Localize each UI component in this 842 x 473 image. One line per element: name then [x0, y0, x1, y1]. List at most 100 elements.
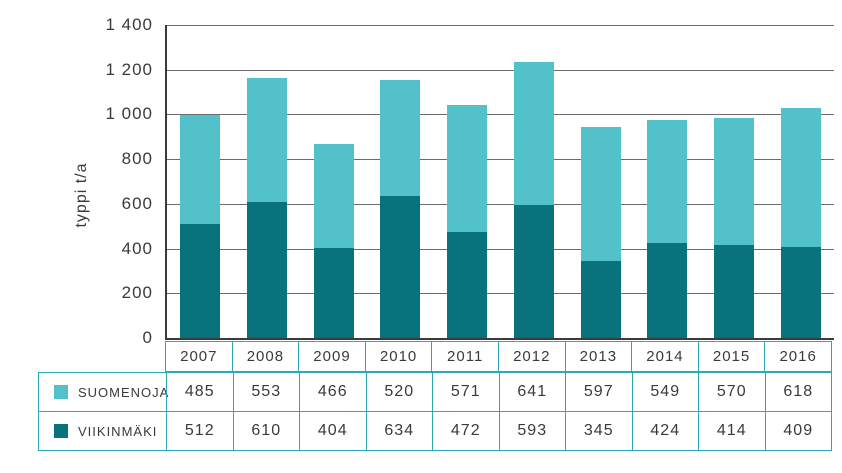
- bar-segment-suomenoja: [647, 120, 688, 244]
- bar-segment-viikinmaki: [380, 196, 421, 338]
- bar-segment-suomenoja: [713, 118, 754, 246]
- bar-column-2015: [701, 25, 768, 338]
- bar-segment-viikinmaki: [447, 232, 488, 338]
- legend-cell-suomenoja: SUOMENOJA: [39, 373, 170, 411]
- bar-column-2009: [300, 25, 367, 338]
- y-tick-label: 200: [121, 283, 153, 303]
- bar-stack: [647, 120, 688, 338]
- bar-segment-suomenoja: [780, 108, 821, 247]
- bar-segment-viikinmaki: [780, 246, 821, 338]
- bar-stack: [180, 115, 221, 338]
- gridline: [167, 203, 834, 205]
- table-cell: 520: [365, 373, 433, 411]
- bar-column-2011: [434, 25, 501, 338]
- bar-segment-viikinmaki: [313, 247, 354, 338]
- year-cell: 2008: [231, 342, 299, 371]
- table-cell: 414: [698, 412, 765, 450]
- bar-segment-suomenoja: [447, 104, 488, 233]
- table-cell: 409: [764, 412, 832, 450]
- y-tick-label: 800: [121, 149, 153, 169]
- bar-segment-suomenoja: [513, 62, 554, 206]
- table-cell: 404: [299, 412, 366, 450]
- bar-segment-viikinmaki: [647, 243, 688, 338]
- y-axis-tick-labels: 0 200 400 600 800 1 000 1 200 1 400: [0, 15, 153, 347]
- year-cell: 2007: [180, 348, 218, 365]
- series-label-suomenoja: SUOMENOJA: [78, 384, 170, 400]
- suomenoja-swatch-icon: [54, 385, 68, 399]
- year-cell: 2015: [697, 342, 765, 371]
- table-cell: 610: [232, 412, 300, 450]
- x-axis-year-row: 2007 2008 2009 2010 2011 2012 2013 2014 2015 2016: [165, 341, 832, 372]
- gridline: [167, 114, 834, 116]
- table-cell: 472: [432, 412, 499, 450]
- bar-segment-viikinmaki: [247, 201, 288, 338]
- year-cell: 2013: [564, 342, 632, 371]
- bar-stack: [780, 108, 821, 338]
- table-cell: 553: [232, 373, 300, 411]
- bar-stack: [247, 78, 288, 338]
- bar-stack: [713, 118, 754, 338]
- bar-column-2008: [234, 25, 301, 338]
- y-tick-label: 1 000: [105, 104, 153, 124]
- table-cell: 593: [498, 412, 566, 450]
- bars-layer: [167, 25, 834, 338]
- y-tick-label: 600: [121, 193, 153, 213]
- bar-stack: [380, 80, 421, 338]
- bar-segment-suomenoja: [580, 127, 621, 261]
- legend-cell-viikinmaki: VIIKINMÄKI: [39, 412, 166, 450]
- year-cell: 2014: [631, 342, 698, 371]
- table-row-viikinmaki: VIIKINMÄKI 512 610 404 634 472 593 345 424 414 40…: [39, 411, 831, 450]
- bar-column-2014: [634, 25, 701, 338]
- gridline: [167, 248, 834, 250]
- year-cell: 2016: [764, 342, 831, 371]
- table-cell: 571: [432, 373, 499, 411]
- series-label-viikinmaki: VIIKINMÄKI: [78, 423, 158, 439]
- table-cell: 618: [764, 373, 832, 411]
- plot-area: [165, 25, 834, 340]
- bar-segment-viikinmaki: [513, 205, 554, 338]
- bar-column-2016: [767, 25, 834, 338]
- bar-segment-viikinmaki: [180, 223, 221, 338]
- bar-column-2013: [567, 25, 634, 338]
- bar-stack: [447, 104, 488, 338]
- bar-column-2012: [501, 25, 568, 338]
- table-cell: 512: [166, 412, 233, 450]
- y-tick-label: 1 400: [105, 15, 153, 34]
- bar-column-2007: [167, 25, 234, 338]
- bar-segment-suomenoja: [247, 78, 288, 202]
- gridline: [167, 293, 834, 295]
- table-cell: 570: [698, 373, 765, 411]
- table-cell: 549: [631, 373, 699, 411]
- table-cell: 641: [498, 373, 566, 411]
- year-cell: 2009: [298, 342, 365, 371]
- table-cell: 424: [631, 412, 699, 450]
- year-cell: 2010: [364, 342, 432, 371]
- table-cell: 634: [365, 412, 433, 450]
- bar-segment-viikinmaki: [580, 260, 621, 338]
- bar-segment-viikinmaki: [713, 245, 754, 338]
- table-cell: 597: [565, 373, 632, 411]
- bar-column-2010: [367, 25, 434, 338]
- table-row-suomenoja: SUOMENOJA 485 553 466 520 571 641 597 549 570 618: [39, 373, 831, 411]
- year-cell: 2011: [431, 342, 498, 371]
- table-cell: 485: [166, 373, 233, 411]
- bar-stack: [580, 127, 621, 338]
- suomenoja-values: 485 553 466 520 571 641 597 549 570 618: [166, 373, 831, 411]
- data-table: SUOMENOJA 485 553 466 520 571 641 597 549 570 618…: [38, 372, 832, 451]
- bar-stack: [513, 62, 554, 338]
- viikinmaki-swatch-icon: [54, 424, 68, 438]
- year-cell: 2012: [497, 342, 565, 371]
- bar-segment-suomenoja: [180, 115, 221, 224]
- viikinmaki-values: 512 610 404 634 472 593 345 424 414 409: [166, 412, 831, 450]
- bar-stack: [313, 143, 354, 338]
- gridline: [167, 159, 834, 161]
- gridline: [167, 69, 834, 71]
- y-tick-label: 0: [142, 328, 153, 347]
- table-cell: 466: [299, 373, 366, 411]
- y-tick-label: 400: [121, 238, 153, 258]
- bar-segment-suomenoja: [380, 80, 421, 197]
- y-tick-label: 1 200: [105, 59, 153, 79]
- bar-segment-suomenoja: [313, 143, 354, 248]
- table-cell: 345: [565, 412, 632, 450]
